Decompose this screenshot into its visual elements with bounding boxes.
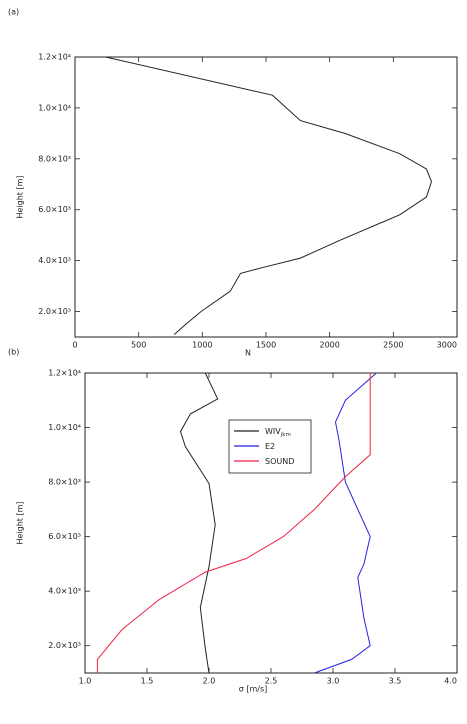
x-axis-label: N [245,349,251,358]
y-tick-label: 1.0×10⁴ [48,423,81,432]
x-axis-label: σ [m/s] [239,685,268,694]
y-tick-label: 4.0×10³ [38,256,71,265]
y-tick-label: 1.2×10⁴ [38,53,71,62]
y-tick-label: 6.0×10³ [48,532,81,541]
x-tick-label: 4.0 [444,677,457,686]
x-tick-label: 2500 [383,341,403,350]
legend-subscript: jkm [280,432,291,438]
x-tick-label: 1500 [256,341,276,350]
profile-line [96,373,371,673]
y-tick-label: 6.0×10³ [38,205,71,214]
legend-name: WIV [265,427,281,436]
legend-label: WIVjkm [265,427,291,438]
y-tick-label: 1.0×10⁴ [38,103,71,112]
x-tick-label: 0 [72,341,77,350]
y-tick-label: 8.0×10³ [48,478,81,487]
profile-line [179,372,219,674]
x-tick-label: 1.5 [141,677,154,686]
y-axis-label: Height [m] [16,501,25,544]
panel-label: (a) [8,8,19,17]
y-tick-label: 1.2×10⁴ [48,369,81,378]
x-tick-label: 500 [131,341,146,350]
legend-label: E2 [265,442,275,451]
legend-name: E2 [265,442,275,451]
x-tick-label: 1000 [192,341,212,350]
x-tick-label: 3.5 [389,677,402,686]
x-tick-label: 2.0 [203,677,216,686]
x-tick-label: 3.0 [327,677,340,686]
x-tick-label: 1.0 [79,677,92,686]
panel-label: (b) [8,348,19,357]
profile-line [314,372,377,674]
legend-label: SOUND [265,457,294,466]
y-tick-label: 8.0×10³ [38,154,71,163]
legend: WIVjkm E2 SOUND [228,419,312,474]
y-axis-label: Height [m] [16,175,25,218]
y-tick-label: 4.0×10³ [48,587,81,596]
legend-name: SOUND [265,457,294,466]
y-tick-label: 2.0×10³ [48,641,81,650]
profile-line [105,56,433,335]
plot-frame [74,56,458,338]
x-tick-label: 2000 [319,341,339,350]
x-tick-label: 3000 [437,341,457,350]
plot-frame [84,372,458,674]
x-tick-label: 2.5 [265,677,278,686]
y-tick-label: 2.0×10³ [38,307,71,316]
